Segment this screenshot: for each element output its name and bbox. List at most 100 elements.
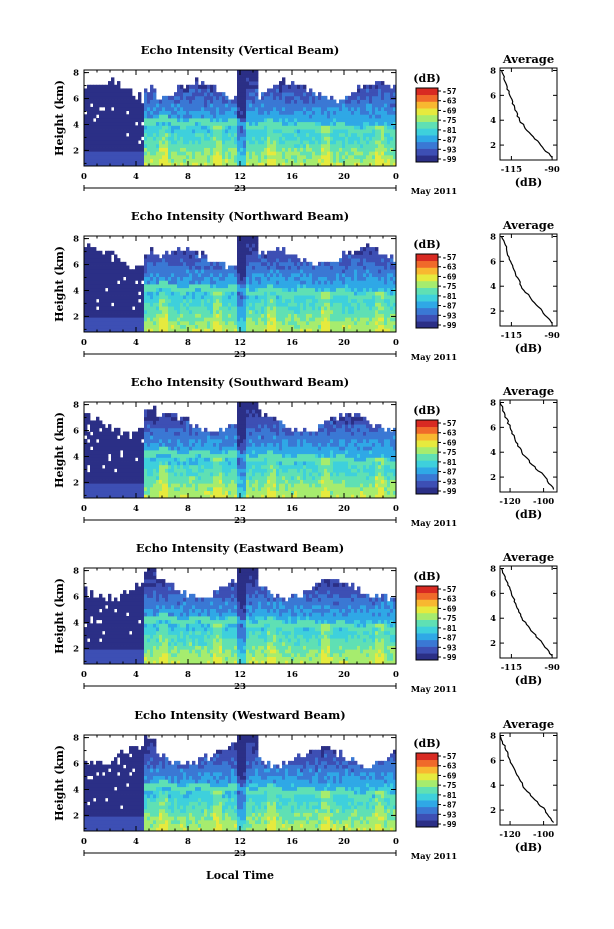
heatmap-cell	[288, 106, 292, 112]
heatmap-cell	[93, 265, 97, 270]
heatmap-cell	[261, 265, 265, 270]
heatmap-cell	[372, 298, 376, 303]
heatmap-cell	[393, 147, 397, 152]
heatmap-cell	[123, 291, 127, 296]
heatmap-cell	[231, 99, 235, 104]
heatmap-cell	[318, 284, 322, 289]
heatmap-cell	[282, 254, 286, 259]
heatmap-cell	[234, 324, 238, 329]
heatmap-cell	[354, 99, 358, 104]
heatmap-cell	[345, 295, 349, 300]
heatmap-cell	[348, 136, 352, 141]
heatmap-cell	[156, 125, 160, 130]
heatmap-cell	[171, 254, 175, 259]
heatmap-cell	[279, 324, 283, 329]
heatmap-cell	[204, 254, 208, 259]
heatmap-cell	[363, 143, 367, 148]
heatmap-cell	[96, 416, 100, 421]
heatmap-cell	[348, 309, 352, 314]
heatmap-cell	[201, 306, 205, 311]
heatmap-cell	[342, 291, 346, 296]
heatmap-cell	[234, 272, 238, 278]
heatmap-cell	[135, 494, 139, 499]
heatmap-cell	[180, 287, 184, 292]
heatmap-cell	[132, 132, 136, 137]
heatmap-cell	[375, 287, 379, 292]
heatmap-cell	[243, 295, 247, 300]
heatmap-cell	[330, 284, 334, 289]
heatmap-cell	[345, 261, 349, 266]
heatmap-cell	[300, 158, 304, 163]
heatmap-cell	[252, 291, 256, 296]
heatmap-cell	[90, 461, 94, 466]
heatmap-cell	[255, 158, 259, 163]
heatmap-cell	[381, 136, 385, 141]
heatmap-cell	[267, 258, 271, 263]
heatmap-cell	[378, 162, 382, 167]
heatmap-cell	[111, 287, 115, 292]
heatmap-cell	[276, 261, 280, 266]
heatmap-cell	[261, 143, 265, 148]
heatmap-cell	[87, 479, 91, 484]
heatmap-cell	[234, 143, 238, 148]
heatmap-cell	[369, 99, 373, 104]
heatmap-cell	[279, 103, 283, 108]
heatmap-cell	[165, 106, 169, 112]
heatmap-cell	[180, 151, 184, 156]
heatmap-cell	[324, 284, 328, 289]
heatmap-cell	[90, 420, 94, 425]
heatmap-cell	[105, 250, 109, 255]
heatmap-cell	[351, 158, 355, 163]
heatmap-cell	[342, 295, 346, 300]
heatmap-cell	[231, 125, 235, 130]
heatmap-cell	[87, 243, 91, 248]
heatmap-cell	[150, 99, 154, 104]
heatmap-cell	[105, 84, 109, 89]
heatmap-cell	[84, 247, 88, 252]
heatmap-cell	[150, 125, 154, 130]
heatmap-cell	[138, 143, 142, 148]
heatmap-cell	[111, 295, 115, 300]
heatmap-cell	[195, 88, 199, 93]
heatmap-cell	[270, 284, 274, 289]
colorbar-segment	[416, 301, 438, 309]
heatmap-cell	[255, 70, 259, 75]
heatmap-cell	[159, 136, 163, 141]
heatmap-cell	[177, 99, 181, 104]
heatmap-cell	[180, 106, 184, 112]
heatmap-cell	[201, 276, 205, 281]
heatmap-cell	[102, 287, 106, 292]
heatmap-cell	[321, 143, 325, 148]
heatmap-cell	[105, 147, 109, 152]
heatmap-cell	[246, 70, 250, 75]
heatmap-cell	[270, 328, 274, 333]
heatmap-cell	[348, 95, 352, 100]
heatmap-cell	[303, 154, 307, 160]
heatmap-cell	[384, 103, 388, 108]
heatmap-cell	[357, 320, 361, 326]
heatmap-cell	[141, 265, 145, 270]
heatmap-cell	[153, 287, 157, 292]
heatmap-cell	[240, 132, 244, 137]
heatmap-cell	[351, 254, 355, 259]
heatmap-cell	[321, 287, 325, 292]
heatmap-cell	[285, 306, 289, 311]
heatmap-cell	[87, 486, 91, 492]
heatmap-cell	[213, 287, 217, 292]
heatmap-cell	[288, 295, 292, 300]
profile-y-tick-label: 6	[490, 257, 496, 267]
heatmap-cell	[102, 129, 106, 134]
heatmap-cell	[258, 121, 262, 126]
heatmap-cell	[387, 136, 391, 141]
heatmap-cell	[150, 95, 154, 100]
heatmap-cell	[117, 453, 121, 458]
heatmap-cell	[273, 99, 277, 104]
heatmap-cell	[132, 464, 136, 469]
heatmap-cell	[270, 313, 274, 318]
heatmap-cell	[141, 132, 145, 137]
heatmap-cell	[114, 317, 118, 322]
heatmap-cell	[324, 103, 328, 108]
heatmap-cell	[315, 306, 319, 311]
heatmap-cell	[93, 143, 97, 148]
heatmap-cell	[90, 494, 94, 499]
